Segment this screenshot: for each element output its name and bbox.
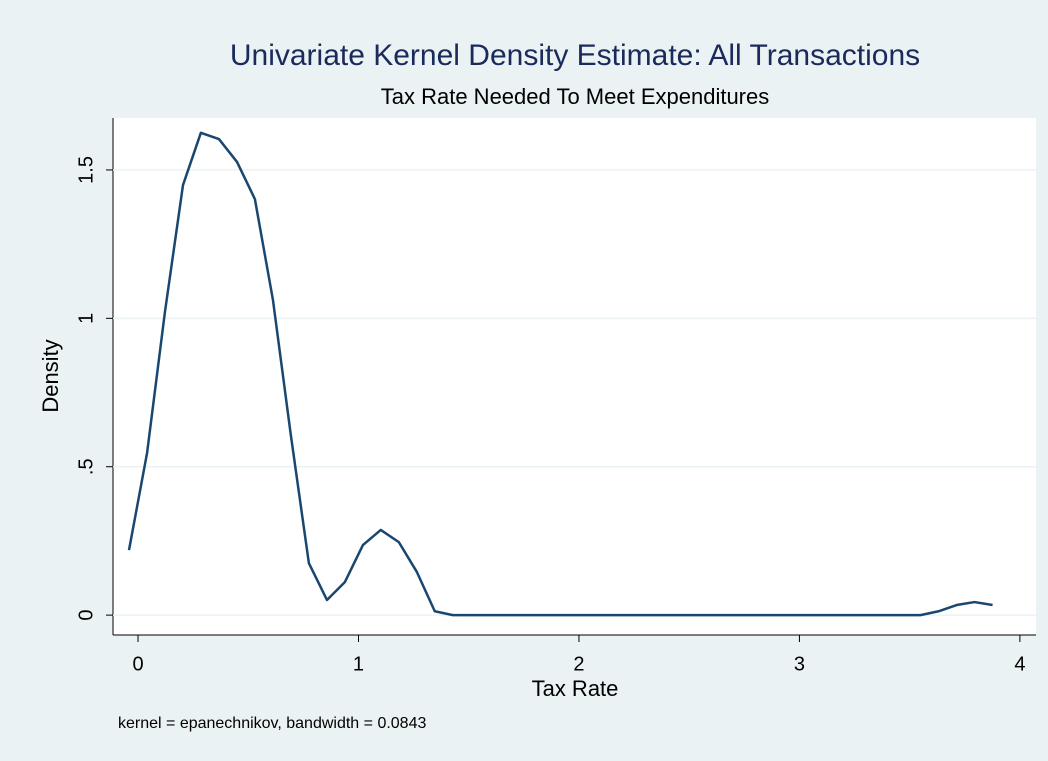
x-tick-label: 4	[1014, 653, 1025, 675]
chart-title: Univariate Kernel Density Estimate: All …	[230, 39, 920, 72]
chart-subtitle: Tax Rate Needed To Meet Expenditures	[381, 84, 770, 109]
x-tick-label: 3	[794, 653, 805, 675]
y-tick-label: 0	[75, 610, 97, 621]
y-axis-label: Density	[38, 339, 63, 412]
density-line	[127, 131, 993, 617]
y-tick-label: .5	[75, 458, 97, 475]
x-axis-label: Tax Rate	[532, 676, 619, 701]
x-tick-label: 2	[573, 653, 584, 675]
y-tick-label: 1.5	[75, 156, 97, 184]
plot-area	[113, 118, 1036, 635]
y-tick-label: 1	[75, 313, 97, 324]
x-tick-label: 1	[353, 653, 364, 675]
x-tick-label: 0	[132, 653, 143, 675]
note: kernel = epanechnikov, bandwidth = 0.084…	[118, 715, 426, 732]
